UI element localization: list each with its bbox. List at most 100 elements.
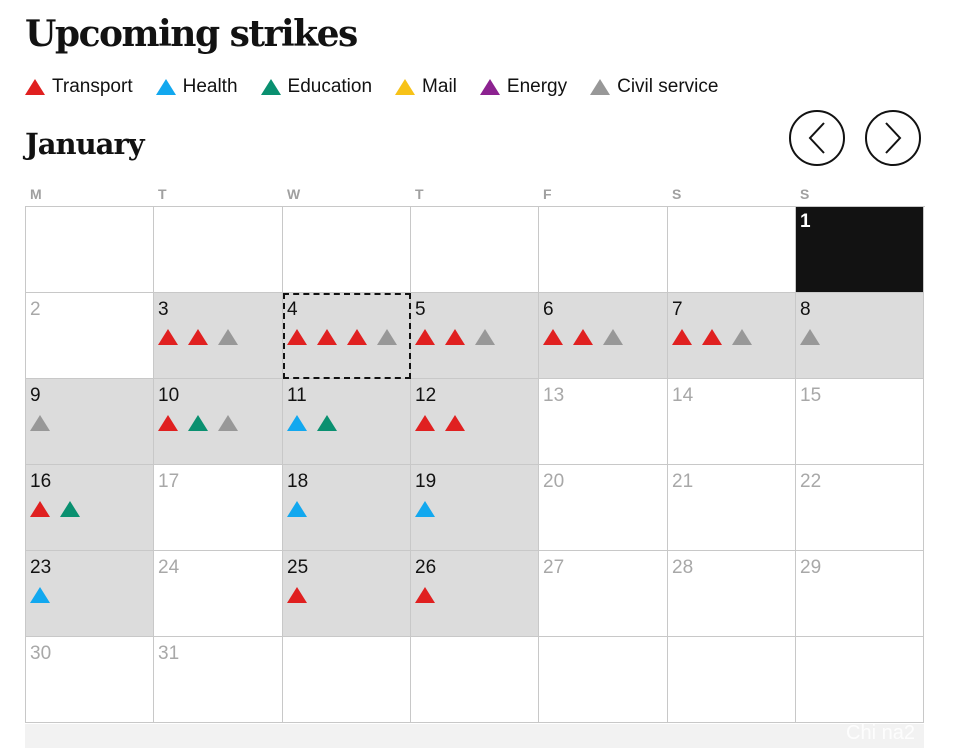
calendar-day-8[interactable]: 8 <box>796 293 924 379</box>
civil-strike-icon <box>377 329 397 345</box>
transport-strike-icon <box>672 329 692 345</box>
day-number: 14 <box>672 385 694 406</box>
calendar-day-31[interactable]: 31 <box>154 637 283 723</box>
civil-strike-icon <box>218 329 238 345</box>
transport-strike-icon <box>445 415 465 431</box>
calendar-empty-cell <box>411 207 539 293</box>
page-title: Upcoming strikes <box>25 13 358 55</box>
strike-markers <box>158 329 248 345</box>
civil-strike-icon <box>218 415 238 431</box>
calendar-day-30[interactable]: 30 <box>26 637 154 723</box>
calendar-day-1[interactable]: 1 <box>796 207 924 293</box>
calendar-empty-cell <box>26 207 154 293</box>
calendar-empty-cell <box>668 207 796 293</box>
civil-triangle-icon <box>590 79 611 95</box>
day-number: 8 <box>800 299 811 320</box>
strike-markers <box>415 329 505 345</box>
transport-strike-icon <box>347 329 367 345</box>
calendar-day-5[interactable]: 5 <box>411 293 539 379</box>
legend-label: Transport <box>52 76 133 97</box>
calendar-day-28[interactable]: 28 <box>668 551 796 637</box>
transport-strike-icon <box>158 415 178 431</box>
legend-label: Civil service <box>617 76 719 97</box>
day-number: 5 <box>415 299 426 320</box>
calendar-day-6[interactable]: 6 <box>539 293 668 379</box>
calendar-empty-cell <box>539 637 668 723</box>
day-number: 2 <box>30 299 41 320</box>
health-strike-icon <box>415 501 435 517</box>
calendar-day-9[interactable]: 9 <box>26 379 154 465</box>
civil-strike-icon <box>475 329 495 345</box>
transport-triangle-icon <box>25 79 45 95</box>
day-number: 22 <box>800 471 822 492</box>
strike-markers <box>287 501 317 517</box>
day-number: 23 <box>30 557 52 578</box>
transport-strike-icon <box>317 329 337 345</box>
next-month-button[interactable] <box>865 110 921 166</box>
transport-strike-icon <box>158 329 178 345</box>
strike-markers <box>800 329 830 345</box>
day-number: 11 <box>287 385 307 406</box>
calendar-day-11[interactable]: 11 <box>283 379 411 465</box>
chevron-right-icon <box>885 122 902 154</box>
calendar-day-25[interactable]: 25 <box>283 551 411 637</box>
transport-strike-icon <box>573 329 593 345</box>
strike-markers <box>30 415 60 431</box>
strike-markers <box>287 587 317 603</box>
day-number: 31 <box>158 643 180 664</box>
calendar-day-18[interactable]: 18 <box>283 465 411 551</box>
strike-markers <box>415 587 445 603</box>
day-number: 24 <box>158 557 180 578</box>
legend-label: Energy <box>506 76 568 97</box>
calendar-day-24[interactable]: 24 <box>154 551 283 637</box>
legend-label: Education <box>287 76 373 97</box>
calendar-day-20[interactable]: 20 <box>539 465 668 551</box>
transport-strike-icon <box>445 329 465 345</box>
calendar-day-23[interactable]: 23 <box>26 551 154 637</box>
strike-markers <box>415 501 445 517</box>
calendar-day-16[interactable]: 16 <box>26 465 154 551</box>
day-number: 21 <box>672 471 694 492</box>
legend: Transport Health Education Mail Energy Civil … <box>25 74 741 100</box>
footer-band <box>25 724 924 748</box>
calendar-day-17[interactable]: 17 <box>154 465 283 551</box>
mail-triangle-icon <box>395 79 416 95</box>
chevron-left-icon <box>808 122 825 154</box>
strike-markers <box>30 587 60 603</box>
calendar-day-22[interactable]: 22 <box>796 465 924 551</box>
education-triangle-icon <box>260 79 281 95</box>
calendar-day-21[interactable]: 21 <box>668 465 796 551</box>
calendar-day-14[interactable]: 14 <box>668 379 796 465</box>
calendar-day-13[interactable]: 13 <box>539 379 668 465</box>
energy-triangle-icon <box>479 79 500 95</box>
strike-markers <box>30 501 90 517</box>
watermark: Chi na2 <box>846 722 915 744</box>
health-strike-icon <box>30 587 50 603</box>
transport-strike-icon <box>415 329 435 345</box>
weekday-label: W <box>287 186 301 202</box>
calendar-day-2[interactable]: 2 <box>26 293 154 379</box>
calendar-day-12[interactable]: 12 <box>411 379 539 465</box>
legend-item-transport: Transport <box>25 76 133 98</box>
calendar-day-19[interactable]: 19 <box>411 465 539 551</box>
calendar-day-10[interactable]: 10 <box>154 379 283 465</box>
calendar-day-27[interactable]: 27 <box>539 551 668 637</box>
calendar-day-15[interactable]: 15 <box>796 379 924 465</box>
education-strike-icon <box>60 501 80 517</box>
transport-strike-icon <box>287 587 307 603</box>
calendar-day-29[interactable]: 29 <box>796 551 924 637</box>
day-number: 16 <box>30 471 52 492</box>
previous-month-button[interactable] <box>789 110 845 166</box>
calendar-day-7[interactable]: 7 <box>668 293 796 379</box>
education-strike-icon <box>188 415 208 431</box>
legend-item-civil: Civil service <box>590 76 718 98</box>
weekday-label: S <box>672 186 682 202</box>
calendar-day-26[interactable]: 26 <box>411 551 539 637</box>
calendar-day-3[interactable]: 3 <box>154 293 283 379</box>
day-number: 30 <box>30 643 52 664</box>
strike-markers <box>415 415 475 431</box>
calendar-day-4[interactable]: 4 <box>283 293 411 379</box>
day-number: 4 <box>287 299 298 320</box>
weekday-label: T <box>415 186 424 202</box>
civil-strike-icon <box>603 329 623 345</box>
